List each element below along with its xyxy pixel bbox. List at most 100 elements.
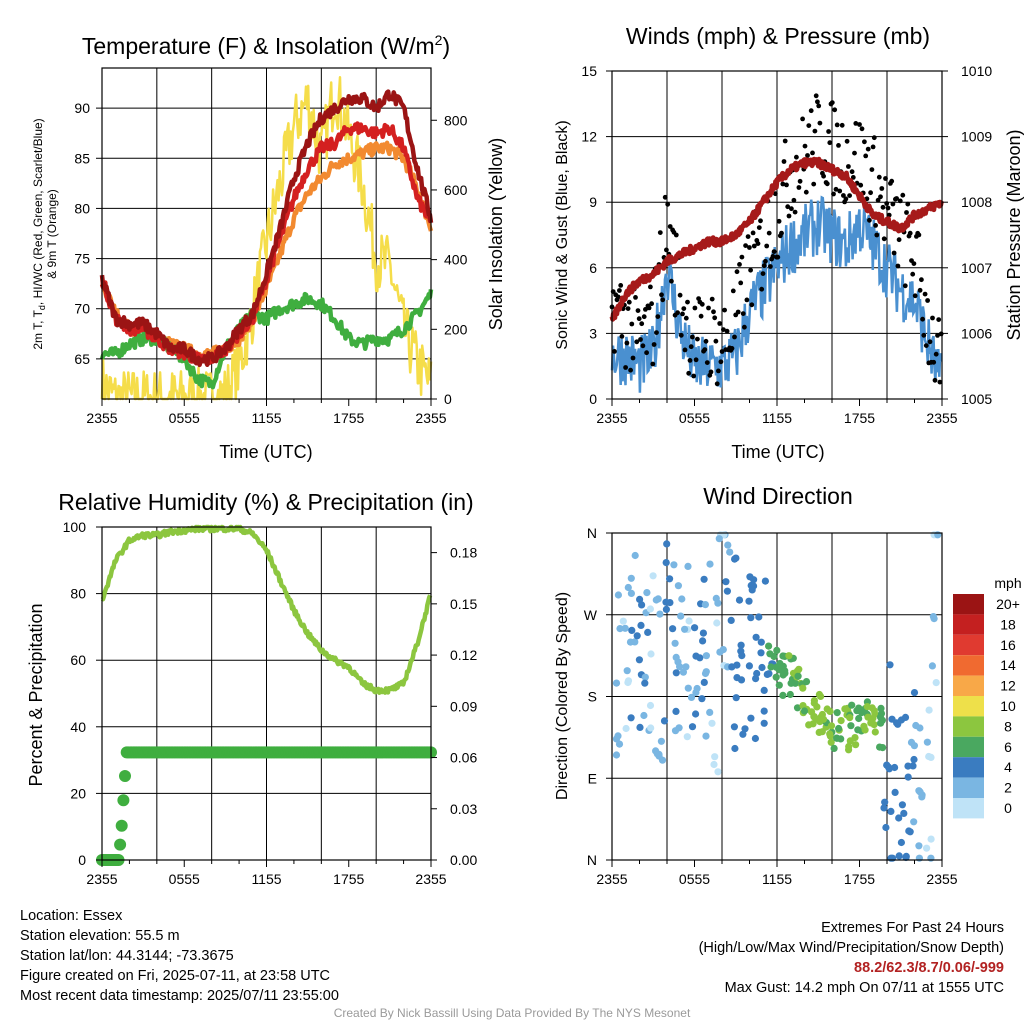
direction-point bbox=[752, 675, 760, 683]
direction-point bbox=[895, 814, 903, 822]
direction-point bbox=[900, 809, 908, 818]
gust-point bbox=[719, 349, 725, 354]
direction-point bbox=[819, 715, 828, 723]
x-tick-label: 0555 bbox=[169, 871, 200, 887]
legend-swatch bbox=[953, 757, 984, 778]
direction-point bbox=[678, 595, 686, 603]
direction-point bbox=[915, 842, 923, 850]
direction-point bbox=[647, 650, 655, 658]
y-tick-label: N bbox=[587, 525, 597, 541]
y2-tick-label: 0.00 bbox=[450, 852, 477, 868]
gust-point bbox=[641, 314, 647, 320]
gust-point bbox=[738, 280, 744, 286]
temperature-axes: 2355 0555 1155 1755 2355 65 70 75 80 85 90 0 200 400 6… bbox=[74, 100, 467, 426]
gust-point bbox=[919, 277, 924, 283]
direction-point bbox=[685, 617, 693, 625]
direction-point bbox=[887, 807, 895, 816]
gust-point bbox=[931, 359, 937, 365]
extremes-title: Extremes For Past 24 Hours bbox=[821, 920, 1004, 936]
gust-point bbox=[711, 309, 716, 315]
direction-point bbox=[731, 555, 739, 563]
gust-point bbox=[821, 173, 826, 179]
direction-point bbox=[657, 737, 666, 745]
gust-point bbox=[618, 283, 624, 288]
gust-point bbox=[789, 206, 794, 212]
gust-point bbox=[827, 140, 833, 146]
legend-label: 0 bbox=[1004, 800, 1012, 816]
gust-point bbox=[735, 309, 741, 315]
max-gust-text: Max Gust: 14.2 mph On 07/11 at 1555 UTC bbox=[724, 980, 1004, 996]
x-tick-label: 2355 bbox=[415, 410, 446, 426]
direction-point bbox=[770, 652, 778, 661]
direction-point bbox=[833, 709, 841, 717]
winds-lines bbox=[609, 93, 945, 393]
direction-point bbox=[818, 728, 826, 736]
gust-point bbox=[636, 316, 642, 322]
direction-point bbox=[636, 723, 644, 732]
gust-point bbox=[729, 346, 735, 351]
gust-point bbox=[755, 241, 761, 247]
direction-point bbox=[701, 601, 710, 609]
x-tick-label: 2355 bbox=[86, 871, 117, 887]
direction-point bbox=[879, 744, 887, 752]
gust-point bbox=[880, 204, 886, 210]
location-text: Location: Essex bbox=[20, 908, 123, 924]
legend-swatch bbox=[953, 716, 984, 737]
y2-tick-label: 0.12 bbox=[450, 647, 477, 663]
y-tick-label: 0 bbox=[589, 391, 597, 407]
direction-point bbox=[731, 744, 739, 753]
direction-point bbox=[800, 707, 809, 715]
direction-point bbox=[878, 716, 887, 724]
direction-point bbox=[747, 714, 755, 722]
legend-label: 12 bbox=[1000, 678, 1016, 694]
gust-point bbox=[749, 302, 755, 308]
gust-point bbox=[881, 236, 887, 242]
y2-tick-label: 800 bbox=[444, 112, 468, 128]
direction-point bbox=[799, 702, 807, 710]
direction-point bbox=[925, 706, 933, 714]
direction-point bbox=[612, 735, 621, 743]
gust-point bbox=[685, 299, 690, 305]
direction-point bbox=[779, 691, 787, 700]
y-tick-label: N bbox=[587, 852, 597, 868]
legend-swatch bbox=[953, 798, 984, 819]
gust-point bbox=[654, 330, 659, 335]
gust-point bbox=[747, 245, 752, 250]
gust-point bbox=[724, 328, 730, 334]
direction-point bbox=[643, 589, 651, 597]
gust-point bbox=[732, 334, 737, 340]
gust-point bbox=[625, 306, 631, 311]
gust-point bbox=[846, 164, 851, 169]
gust-point bbox=[785, 204, 791, 210]
temperature-grid bbox=[102, 68, 431, 399]
gust-point bbox=[796, 185, 802, 190]
y-tick-label: 20 bbox=[70, 785, 86, 801]
direction-point bbox=[681, 625, 689, 633]
direction-point bbox=[677, 612, 685, 620]
gust-point bbox=[891, 250, 897, 256]
winds-title: Winds (mph) & Pressure (mb) bbox=[626, 23, 930, 49]
direction-point bbox=[897, 838, 906, 847]
direction-point bbox=[672, 707, 680, 716]
gust-point bbox=[836, 143, 841, 148]
direction-point bbox=[621, 624, 629, 632]
station-info: Location: Essex Station elevation: 55.5 … bbox=[20, 906, 339, 1006]
gust-point bbox=[894, 196, 899, 201]
gust-point bbox=[628, 367, 633, 373]
direction-point bbox=[898, 801, 907, 809]
direction-point bbox=[724, 541, 732, 549]
gust-point bbox=[643, 307, 648, 312]
direction-point bbox=[666, 575, 674, 583]
y2-tick-label: 0.15 bbox=[450, 596, 477, 612]
direction-point bbox=[635, 656, 644, 664]
gust-point bbox=[875, 197, 881, 203]
gust-point bbox=[714, 381, 720, 387]
direction-point bbox=[915, 854, 924, 862]
direction-point bbox=[631, 551, 639, 560]
gust-point bbox=[651, 342, 657, 347]
direction-point bbox=[891, 788, 899, 797]
gust-point bbox=[932, 377, 938, 383]
direction-point bbox=[656, 610, 664, 618]
direction-point bbox=[696, 654, 704, 662]
gust-point bbox=[687, 358, 693, 363]
